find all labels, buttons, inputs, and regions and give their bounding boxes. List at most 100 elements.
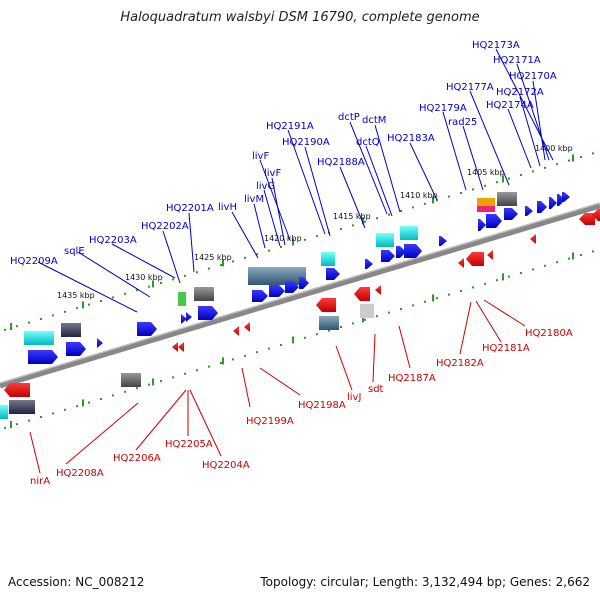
gene-label-hq2209a: HQ2209A (10, 256, 58, 267)
kbp-label: 1400 kbp (535, 144, 573, 153)
gene-arrow-reverse (466, 252, 484, 266)
tick-dot (184, 274, 186, 277)
kbp-label: 1435 kbp (57, 291, 95, 300)
gene-label-hq2204a: HQ2204A (202, 460, 250, 471)
gene-arrow-reverse (530, 234, 536, 244)
gene-arrow-forward (404, 244, 422, 258)
tick-dot (472, 286, 474, 289)
gene-label-hq2201a: HQ2201A (166, 203, 214, 214)
gene-arrow-forward (537, 201, 547, 213)
tick-dot (568, 159, 570, 162)
tick-dot (148, 383, 150, 386)
kbp-tick (82, 301, 84, 309)
tick-dot (592, 152, 594, 155)
gene-arrow-forward (478, 219, 486, 231)
tick-dot (460, 192, 462, 194)
gene-arrow-forward (299, 277, 309, 289)
tick-dot (64, 408, 66, 411)
kbp-tick (432, 196, 434, 204)
gene-label-sqle: sqlE (64, 246, 85, 257)
tick-dot (124, 292, 126, 295)
tick-dot (304, 238, 306, 241)
tick-dot (592, 250, 594, 253)
tick-dot (208, 267, 210, 270)
kbp-tick (10, 421, 12, 428)
tick-dot (268, 249, 270, 252)
tick-dot (172, 376, 174, 379)
tick-dot (532, 170, 534, 173)
tick-dot (76, 405, 78, 408)
tick-dot (364, 220, 366, 223)
gene-arrow-forward (326, 268, 340, 280)
kbp-tick (82, 399, 84, 407)
gene-arrow-forward (137, 322, 157, 336)
kbp-major-ticks (10, 154, 574, 428)
kbp-label: 1425 kbp (194, 253, 232, 262)
gene-label-hq2171a: HQ2171A (493, 55, 541, 66)
tick-dot (4, 328, 6, 331)
tick-dot (520, 272, 522, 274)
gene-arrow-forward (252, 290, 268, 302)
gene-arrow-reverse (375, 285, 381, 295)
tick-dot (400, 210, 402, 212)
gene-arrow-forward (504, 208, 518, 220)
gene-label-hq2198a: HQ2198A (298, 400, 346, 411)
kbp-label: 1415 kbp (333, 212, 371, 221)
gene-label-hq2182a: HQ2182A (436, 358, 484, 369)
kbp-tick (502, 175, 504, 183)
tick-dot (16, 325, 18, 328)
kbp-tick (432, 294, 434, 302)
gene-arrow-forward (439, 236, 447, 246)
tick-dot (244, 256, 246, 259)
tick-dot (508, 177, 510, 180)
lower-leader-lines (29, 299, 526, 474)
gene-arrow-forward (181, 314, 187, 324)
tick-dot (448, 195, 450, 198)
tick-dot (556, 163, 558, 166)
tick-dot (340, 228, 342, 230)
gene-label-sdt: sdt (368, 384, 384, 395)
tick-dot (280, 246, 282, 248)
gene-arrow-forward (549, 197, 557, 209)
gene-label-nira: nirA (30, 476, 50, 487)
kbp-tick (572, 154, 574, 162)
tick-dot (136, 289, 138, 292)
gene-arrow-reverse (4, 383, 30, 397)
gene-arrow-forward (28, 350, 58, 364)
accession-label: Accession: NC_008212 (8, 575, 145, 589)
tick-dot (256, 351, 258, 354)
tick-dot (580, 156, 582, 158)
gene-arrow-reverse (458, 258, 464, 268)
gene-label-hq2187a: HQ2187A (388, 373, 436, 384)
tick-dot (412, 304, 414, 307)
gene-label-livm: livM (244, 194, 264, 205)
gene-label-hq2183a: HQ2183A (387, 133, 435, 144)
tick-dot (544, 264, 546, 267)
gene-arrow-forward (97, 338, 103, 348)
gene-label-livg: livG (256, 181, 275, 192)
tick-dot (424, 300, 426, 303)
tick-dot (436, 297, 438, 300)
gene-arrow-reverse (354, 287, 370, 301)
tick-dot (484, 184, 486, 187)
gene-label-livh: livH (218, 202, 237, 213)
gene-arrow-forward (486, 214, 502, 228)
kbp-tick (292, 336, 294, 344)
gene-arrow-reverse (316, 298, 336, 312)
kbp-tick (222, 357, 224, 365)
tick-dot (388, 213, 390, 216)
tick-dot (484, 282, 486, 285)
tick-dot (340, 326, 342, 328)
gene-label-hq2173a: HQ2173A (472, 40, 520, 51)
tick-dot (184, 372, 186, 375)
kbp-tick (572, 252, 574, 260)
gene-arrow-reverse (233, 326, 239, 336)
tick-dot (472, 188, 474, 191)
kbp-tick (152, 280, 154, 288)
genome-backbone (0, 203, 600, 389)
tick-dot (520, 174, 522, 176)
gene-arrow-forward (186, 312, 192, 322)
tick-dot (16, 423, 18, 426)
tick-dot (304, 336, 306, 339)
gene-label-hq2172a: HQ2172A (496, 87, 544, 98)
